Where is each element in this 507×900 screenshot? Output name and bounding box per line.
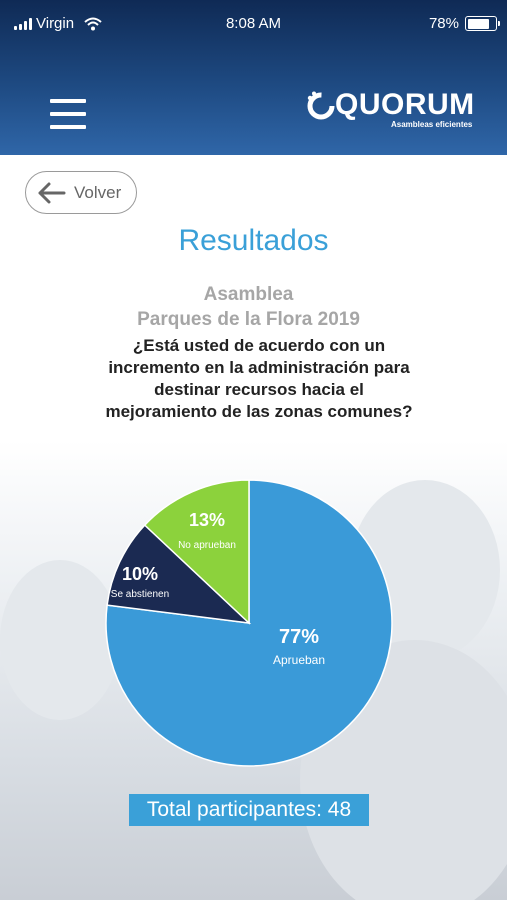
assembly-line-1: Asamblea xyxy=(203,284,294,305)
battery-icon xyxy=(465,16,500,31)
arrow-left-icon xyxy=(38,182,66,203)
hamburger-menu-icon[interactable] xyxy=(50,99,86,131)
status-bar: Virgin 8:08 AM 78% xyxy=(0,0,507,46)
carrier-info: Virgin xyxy=(14,15,102,32)
assembly-name: Asamblea Parques de la Flora 2019 xyxy=(0,282,497,332)
back-button[interactable]: Volver xyxy=(25,171,137,214)
question-text: ¿Está usted de acuerdo con un incremento… xyxy=(105,336,413,421)
battery-info: 78% xyxy=(428,15,500,32)
logo-tagline: Asambleas eficientes xyxy=(391,120,473,129)
back-button-label: Volver xyxy=(74,182,122,202)
status-time: 8:08 AM xyxy=(225,15,282,32)
carrier-name: Virgin xyxy=(36,15,75,32)
app-header: Virgin 8:08 AM 78% QUORUM Asambleas efic… xyxy=(0,0,507,155)
quorum-logo: QUORUM Asambleas eficientes xyxy=(305,88,475,130)
total-participants: Total participantes: 48 xyxy=(129,794,369,826)
battery-fill xyxy=(467,18,489,29)
assembly-line-2: Parques de la Flora 2019 xyxy=(137,309,360,330)
signal-icon xyxy=(14,17,32,30)
logo-text: QUORUM xyxy=(335,88,475,121)
battery-percent: 78% xyxy=(428,15,459,32)
background-photo xyxy=(0,440,507,900)
wifi-icon xyxy=(84,17,102,30)
page-title: Resultados xyxy=(178,224,329,257)
logo-q-icon xyxy=(307,91,335,120)
